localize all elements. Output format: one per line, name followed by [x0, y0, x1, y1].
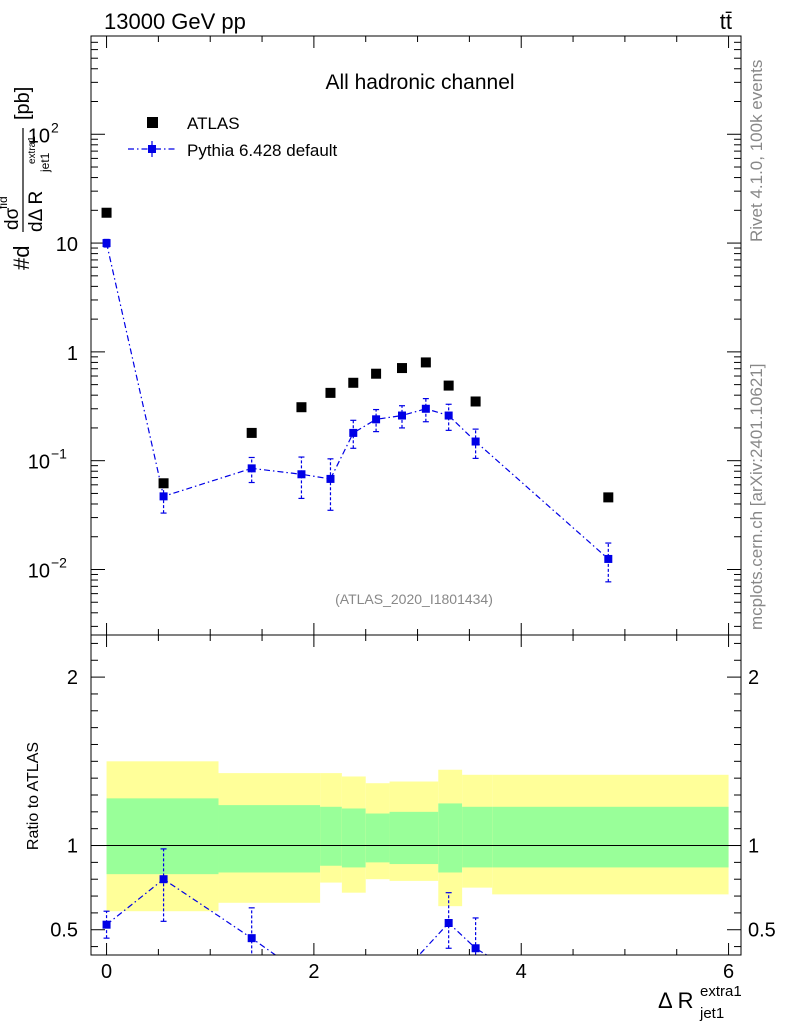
- ratio-y-tick-label-left: 1: [67, 836, 78, 858]
- pythia-point: [421, 404, 430, 413]
- ratio-inner-band: [106, 798, 219, 875]
- atlas-point: [296, 402, 307, 413]
- atlas-point: [397, 363, 408, 374]
- pythia-point: [326, 474, 335, 483]
- pythia-point: [471, 437, 480, 446]
- pythia-point: [349, 428, 358, 437]
- legend-label-atlas: ATLAS: [187, 114, 240, 133]
- ylabel-numerator: dσ: [2, 207, 23, 230]
- x-axis-label: Δ R jet1 extra1: [658, 983, 742, 1022]
- ratio-inner-band: [462, 806, 493, 868]
- atlas-point: [158, 478, 169, 489]
- xlabel-main: Δ R: [658, 988, 693, 1013]
- ratio-inner-band: [438, 803, 463, 873]
- ratio-pythia-point: [471, 944, 480, 953]
- pythia-point: [444, 411, 453, 420]
- atlas-point: [420, 357, 431, 368]
- x-tick-label: 0: [101, 961, 112, 983]
- pythia-point: [604, 554, 613, 563]
- atlas-point: [371, 368, 382, 379]
- ratio-y-tick-label-right: 0.5: [748, 920, 776, 942]
- atlas-point: [246, 427, 257, 438]
- ratio-y-axis-label: Ratio to ATLAS: [25, 742, 42, 850]
- ylabel-denominator: dΔ R: [26, 191, 47, 232]
- xlabel-sup: extra1: [700, 983, 742, 1000]
- legend: ATLAS Pythia 6.428 default: [128, 114, 338, 160]
- main-y-tick-label: 10: [28, 560, 50, 582]
- ratio-y-tick-label-right: 2: [748, 667, 759, 689]
- ratio-uncertainty-bands: [106, 761, 729, 912]
- atlas-point: [470, 396, 481, 407]
- ratio-pythia-point: [444, 919, 453, 927]
- pythia-point: [247, 464, 256, 473]
- pythia-point: [102, 239, 111, 248]
- energy-label: 13000 GeV pp: [104, 9, 246, 34]
- ylabel-main: #d: [9, 246, 34, 270]
- main-y-tick-label: 1: [67, 343, 78, 365]
- ratio-pythia-point: [159, 875, 168, 884]
- ratio-inner-band: [341, 808, 366, 868]
- ylabel-numerator-sup: fid: [0, 196, 10, 209]
- main-y-tick-label: 10: [28, 125, 50, 147]
- ratio-tick-labels: 0.5 0.5 1 1 2 2 0 2 4 6: [50, 667, 776, 983]
- ratio-inner-band: [492, 806, 729, 868]
- atlas-point: [603, 492, 614, 503]
- x-tick-label: 6: [723, 961, 734, 983]
- main-y-axis-label: #d dσ fid dΔ R jet1 extra1 [pb]: [0, 87, 52, 270]
- atlas-point: [101, 207, 112, 218]
- x-tick-label: 4: [516, 961, 527, 983]
- pythia-point: [398, 411, 407, 420]
- ratio-plot: 0.5 0.5 1 1 2 2 0 2 4 6 Ratio to ATLAS Δ R jet1 e…: [25, 634, 776, 1022]
- xlabel-sub: jet1: [699, 1005, 724, 1022]
- mcplots-label: mcplots.cern.ch [arXiv:2401.10621]: [747, 364, 766, 630]
- process-label: tt̄: [720, 9, 732, 34]
- x-tick-label: 2: [308, 961, 319, 983]
- pythia-point: [297, 470, 306, 479]
- analysis-watermark: (ATLAS_2020_I1801434): [335, 591, 493, 607]
- main-y-tick-label: 10: [56, 234, 78, 256]
- ratio-pythia-point: [247, 934, 256, 943]
- ratio-inner-band: [218, 805, 321, 873]
- rivet-version-label: Rivet 4.1.0, 100k events: [747, 60, 766, 242]
- svg-text:#d: #d: [9, 246, 34, 270]
- main-axis-ticks: [91, 35, 741, 635]
- ratio-inner-band: [365, 813, 390, 863]
- pythia-point: [159, 492, 168, 501]
- main-y-tick-label: 10: [28, 452, 50, 474]
- ratio-inner-band: [389, 811, 439, 865]
- ratio-inner-band: [320, 806, 342, 866]
- legend-label-pythia: Pythia 6.428 default: [187, 141, 338, 160]
- legend-marker-pythia: [148, 145, 156, 153]
- ratio-y-tick-label-right: 1: [748, 836, 759, 858]
- pythia-point: [372, 415, 381, 424]
- atlas-point: [443, 380, 454, 391]
- ylabel-denominator-sub: jet1: [38, 152, 52, 173]
- ratio-series-layer: [102, 848, 488, 955]
- ratio-y-tick-label-left: 0.5: [50, 920, 78, 942]
- ylabel-unit: [pb]: [12, 87, 34, 120]
- atlas-point: [325, 387, 336, 398]
- main-y-tick-label-exp: −2: [51, 554, 67, 570]
- main-y-tick-label-exp: 2: [51, 119, 59, 135]
- ratio-pythia-point: [102, 920, 111, 929]
- ratio-y-tick-label-left: 2: [67, 667, 78, 689]
- main-series-layer: [101, 207, 614, 583]
- ratio-axis-ticks: [91, 635, 741, 955]
- legend-marker-atlas: [147, 117, 158, 128]
- ylabel-denominator-sup: extra1: [27, 136, 38, 164]
- atlas-point: [348, 377, 359, 388]
- pythia-line: [105, 242, 609, 560]
- main-y-tick-label-exp: −1: [51, 446, 67, 462]
- plot-title: All hadronic channel: [325, 71, 514, 94]
- ratio-pythia-line: [106, 878, 277, 955]
